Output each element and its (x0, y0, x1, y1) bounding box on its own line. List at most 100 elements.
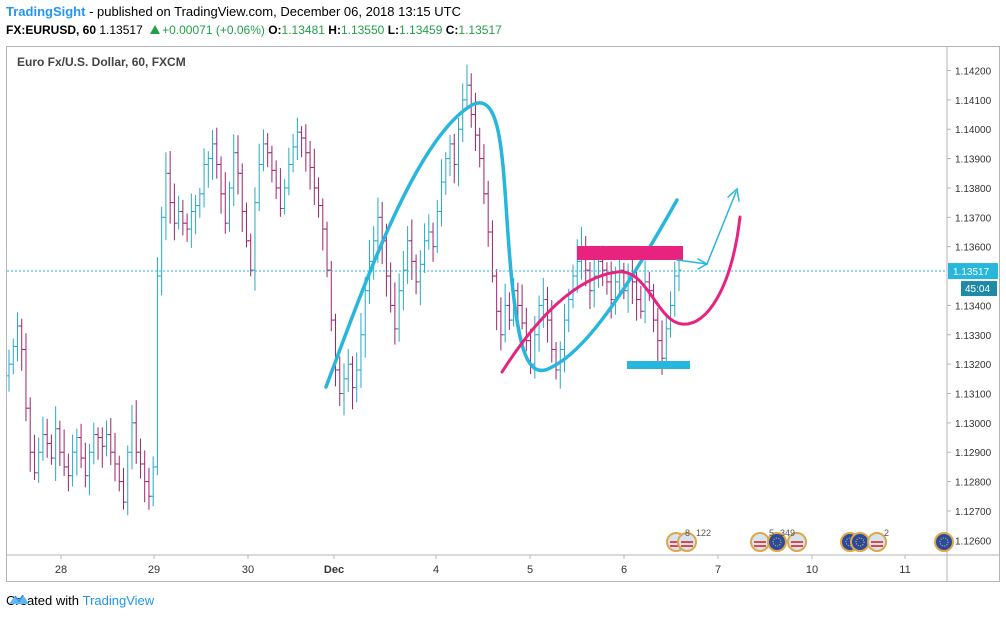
ohlc-bar (150, 456, 156, 507)
ohlc-bar (311, 148, 317, 206)
chart-area[interactable]: Euro Fx/U.S. Dollar, 60, FXCM 1.14200 1.14… (6, 46, 1000, 582)
event-flags: 8 122 5 349 2 (666, 528, 954, 552)
ohlc-bar (583, 235, 589, 287)
eu-flag-stars (855, 537, 865, 547)
ohlc-bar (651, 283, 657, 333)
ohlc-bar (180, 199, 186, 236)
last-price-badge (948, 263, 998, 280)
ohlc-bar (498, 297, 504, 351)
low-label: L: (387, 23, 400, 37)
ohlc-bar (129, 404, 135, 470)
ohlc-bar (430, 222, 436, 262)
arrow-segment-2 (706, 191, 737, 265)
arrow-head-2-icon (727, 187, 740, 202)
ohlc-bar (176, 195, 182, 230)
tradingview-link[interactable]: TradingView (82, 593, 155, 608)
us-flag-stripe (670, 545, 682, 547)
ohlc-bar (477, 127, 483, 168)
ohlc-bar (489, 220, 495, 283)
ohlc-bar (201, 148, 207, 208)
ohlc-bar (210, 129, 216, 180)
ohlc-bar (120, 467, 126, 510)
ohlc-bar (434, 200, 440, 253)
ohlc-bar (222, 172, 228, 234)
y-tick-label: 1.14200 (955, 66, 992, 77)
ohlc-bar (137, 438, 143, 479)
ohlc-bar (299, 126, 305, 158)
ohlc-bar (413, 254, 419, 295)
up-arrow-icon (150, 25, 161, 34)
y-tick-label: 1.13300 (955, 331, 992, 342)
us-flag-stripe (871, 545, 883, 547)
ohlc-bar (655, 308, 661, 364)
event-count-label: 349 (780, 528, 795, 538)
ohlc-bar (7, 349, 12, 392)
ohlc-bar (142, 450, 148, 503)
resistance-zone-rect (577, 246, 683, 260)
ohlc-bar (95, 427, 101, 460)
support-zone-rect (627, 361, 690, 369)
ohlc-bar (451, 133, 457, 184)
ohlc-bar (358, 312, 364, 388)
ohlc-bar (642, 260, 648, 324)
ohlc-bar (455, 117, 461, 187)
open-label: O: (268, 23, 282, 37)
high-value: 1.13550 (340, 23, 385, 37)
arrow-segment-1 (676, 259, 708, 265)
ohlc-bar (553, 342, 559, 380)
us-flag-stripe (681, 541, 693, 543)
publish-info: - published on TradingView.com, December… (89, 4, 461, 19)
ohlc-bar (82, 442, 88, 488)
ohlc-bar (672, 261, 678, 317)
y-tick-label: 1.12900 (955, 448, 992, 459)
ohlc-bar (273, 160, 279, 200)
ohlc-bar (316, 177, 322, 218)
ohlc-bar (256, 143, 262, 212)
ohlc-bar (502, 283, 508, 343)
chart-title: Euro Fx/U.S. Dollar, 60, FXCM (17, 55, 186, 69)
ohlc-bar (48, 434, 54, 465)
x-tick-label: 11 (899, 564, 910, 576)
event-count-label: 2 (884, 528, 889, 538)
ohlc-bar (239, 163, 245, 232)
ohlc-bar (235, 135, 241, 195)
ohlc-bar (10, 338, 16, 375)
ohlc-bar (294, 117, 300, 161)
event-count-label: 5 (769, 528, 774, 538)
ohlc-bar (349, 356, 355, 410)
x-tick-label: 4 (433, 564, 439, 576)
ohlc-bar (19, 318, 25, 371)
low-value: 1.13459 (399, 23, 443, 37)
y-tick-label: 1.13800 (955, 184, 992, 195)
ohlc-bar (104, 420, 110, 457)
ohlc-bar (159, 206, 165, 296)
ohlc-bar (154, 257, 160, 476)
eu-flag-stars (772, 537, 782, 547)
ohlc-bar (36, 437, 42, 483)
y-tick-label: 1.12600 (955, 536, 992, 547)
event-count-label: 8 (685, 528, 690, 538)
ohlc-bar (447, 134, 453, 177)
countdown-label: 45:04 (965, 284, 990, 295)
price-change: +0.00071 (+0.06%) (162, 23, 265, 37)
symbol-label: FX:EURUSD, 60 (6, 23, 97, 37)
pink-projection-curve (500, 215, 742, 374)
ohlc-bar (668, 291, 674, 338)
ohlc-bar (307, 140, 313, 190)
ohlc-bar (333, 313, 339, 387)
event-count-label: 122 (696, 528, 711, 538)
x-tick-label: 5 (527, 564, 533, 576)
ohlc-bar (167, 151, 173, 224)
author-name[interactable]: TradingSight (6, 4, 86, 19)
ohlc-bar (44, 418, 50, 458)
ohlc-bar (439, 159, 445, 227)
price-chart[interactable]: Euro Fx/U.S. Dollar, 60, FXCM 1.14200 1.14… (7, 47, 999, 581)
ohlc-bar (405, 226, 411, 284)
eu-flag-icon (850, 532, 870, 552)
ohlc-bar (91, 422, 97, 465)
y-tick-label: 1.12700 (955, 507, 992, 518)
ohlc-bar (303, 124, 309, 172)
x-tick-label: 29 (148, 564, 160, 576)
ohlc-bar (65, 453, 71, 492)
ohlc-bar (286, 147, 292, 196)
